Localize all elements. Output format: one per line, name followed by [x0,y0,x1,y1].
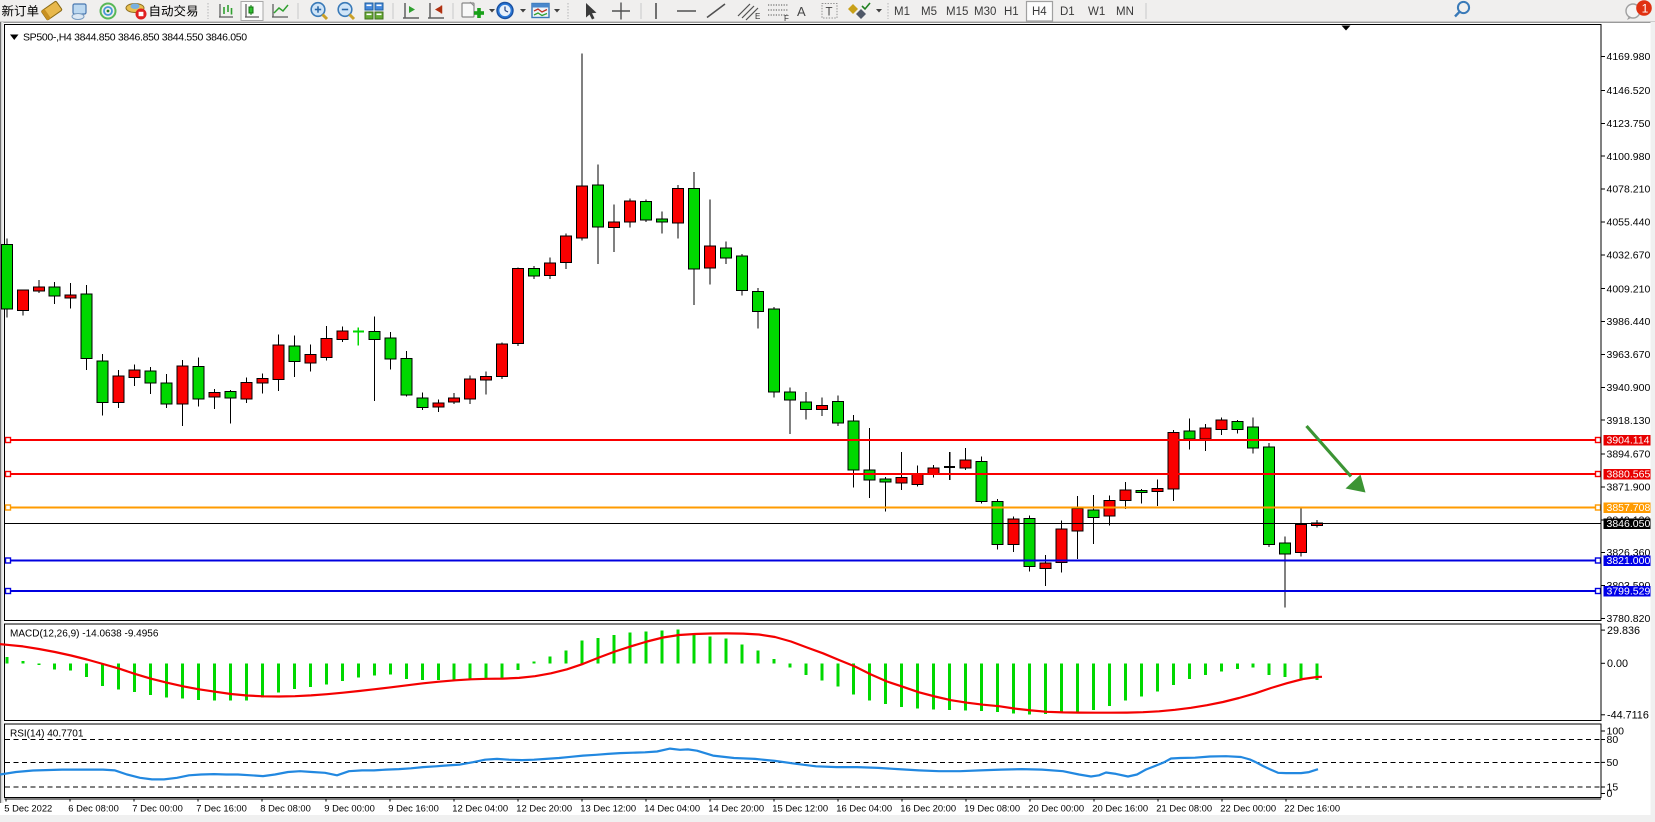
svg-text:100: 100 [1607,726,1625,738]
svg-text:9 Dec 16:00: 9 Dec 16:00 [388,803,439,814]
svg-text:3904.114: 3904.114 [1607,435,1650,447]
svg-text:3871.900: 3871.900 [1607,482,1651,494]
svg-text:3940.900: 3940.900 [1607,382,1651,394]
svg-text:3894.670: 3894.670 [1607,449,1651,461]
svg-text:16 Dec 20:00: 16 Dec 20:00 [900,803,956,814]
svg-text:0: 0 [1607,788,1613,800]
svg-text:20 Dec 16:00: 20 Dec 16:00 [1092,803,1148,814]
svg-text:6 Dec 08:00: 6 Dec 08:00 [68,803,119,814]
svg-text:E: E [755,12,760,21]
svg-text:D1: D1 [1060,6,1075,18]
svg-text:4123.750: 4123.750 [1607,118,1651,130]
svg-text:H1: H1 [1004,6,1019,18]
svg-text:50: 50 [1607,757,1619,769]
svg-text:0.00: 0.00 [1607,658,1628,670]
svg-text:80: 80 [1607,734,1619,746]
svg-text:8 Dec 08:00: 8 Dec 08:00 [260,803,311,814]
svg-text:3780.820: 3780.820 [1607,613,1651,625]
svg-text:M1: M1 [894,6,910,18]
svg-text:3821.000: 3821.000 [1607,555,1651,567]
svg-text:M5: M5 [921,6,937,18]
svg-text:3880.565: 3880.565 [1607,469,1651,481]
svg-text:20 Dec 00:00: 20 Dec 00:00 [1028,803,1084,814]
svg-text:A: A [797,4,806,19]
svg-text:3963.670: 3963.670 [1607,349,1651,361]
svg-text:14 Dec 04:00: 14 Dec 04:00 [644,803,700,814]
svg-text:MACD(12,26,9) -14.0638 -9.4956: MACD(12,26,9) -14.0638 -9.4956 [10,629,159,640]
svg-text:1: 1 [1642,1,1649,15]
svg-text:M15: M15 [946,6,968,18]
svg-text:4032.670: 4032.670 [1607,249,1651,261]
svg-text:5 Dec 2022: 5 Dec 2022 [4,803,52,814]
svg-text:4146.520: 4146.520 [1607,85,1651,97]
svg-text:29.836: 29.836 [1607,625,1640,637]
svg-text:4009.210: 4009.210 [1607,283,1651,295]
svg-text:15 Dec 12:00: 15 Dec 12:00 [772,803,828,814]
svg-text:21 Dec 08:00: 21 Dec 08:00 [1156,803,1212,814]
svg-text:4078.210: 4078.210 [1607,184,1651,196]
svg-text:9 Dec 00:00: 9 Dec 00:00 [324,803,375,814]
svg-text:22 Dec 16:00: 22 Dec 16:00 [1284,803,1340,814]
svg-text:16 Dec 04:00: 16 Dec 04:00 [836,803,892,814]
svg-text:SP500-,H4 3844.850 3846.850 3: SP500-,H4 3844.850 3846.850 3844.550 384… [23,32,247,44]
svg-text:12 Dec 20:00: 12 Dec 20:00 [516,803,572,814]
svg-text:15: 15 [1607,782,1619,794]
svg-text:M30: M30 [974,6,996,18]
svg-text:H4: H4 [1032,6,1047,18]
svg-text:4169.980: 4169.980 [1607,51,1651,63]
svg-text:22 Dec 00:00: 22 Dec 00:00 [1220,803,1276,814]
svg-text:3846.050: 3846.050 [1607,518,1651,530]
svg-text:13 Dec 12:00: 13 Dec 12:00 [580,803,636,814]
svg-text:19 Dec 08:00: 19 Dec 08:00 [964,803,1020,814]
svg-text:7 Dec 00:00: 7 Dec 00:00 [132,803,183,814]
svg-text:12 Dec 04:00: 12 Dec 04:00 [452,803,508,814]
svg-text:F: F [784,14,789,23]
svg-text:-44.7116: -44.7116 [1607,710,1649,722]
svg-text:4055.440: 4055.440 [1607,217,1651,229]
svg-text:3799.529: 3799.529 [1607,586,1651,598]
svg-text:3918.130: 3918.130 [1607,415,1651,427]
svg-text:14 Dec 20:00: 14 Dec 20:00 [708,803,764,814]
svg-text:3986.440: 3986.440 [1607,316,1651,328]
svg-text:RSI(14) 40.7701: RSI(14) 40.7701 [10,729,84,740]
svg-text:MN: MN [1116,6,1134,18]
svg-text:T: T [826,7,833,19]
svg-text:7 Dec 16:00: 7 Dec 16:00 [196,803,247,814]
svg-text:3857.708: 3857.708 [1607,502,1651,514]
svg-text:4100.980: 4100.980 [1607,151,1651,163]
svg-text:W1: W1 [1088,6,1105,18]
